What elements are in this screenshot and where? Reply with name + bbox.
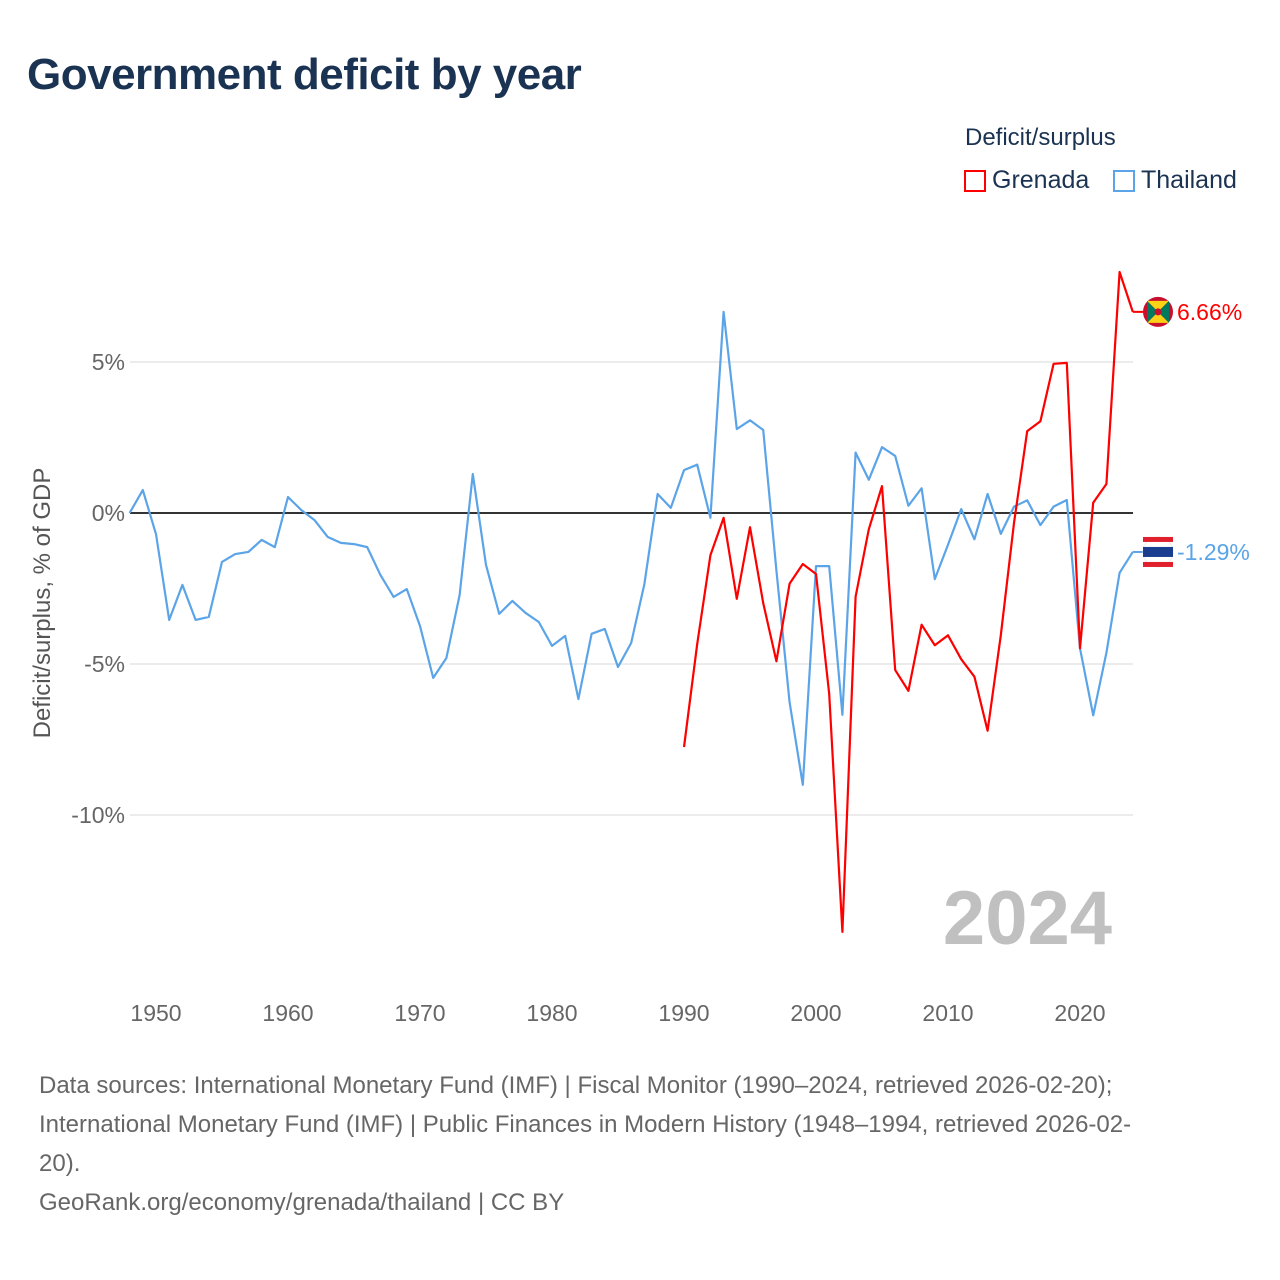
end-value-label: 6.66% — [1177, 299, 1242, 325]
x-tick-label: 2020 — [1054, 1000, 1105, 1026]
source-link[interactable]: GeoRank.org/economy/grenada/thailand | C… — [39, 1189, 565, 1216]
legend-swatch-grenada — [964, 169, 986, 192]
year-watermark: 2024 — [943, 876, 1112, 961]
x-tick-label: 2010 — [922, 1000, 973, 1026]
legend-item-grenada[interactable]: Grenada — [964, 166, 1089, 195]
flag-part — [1147, 311, 1169, 323]
x-tick-label: 1990 — [658, 1000, 709, 1026]
x-tick-label: 1960 — [262, 1000, 313, 1026]
source-notes: Data sources: International Monetary Fun… — [39, 1066, 1239, 1222]
legend-item-thailand[interactable]: Thailand — [1113, 166, 1237, 195]
legend-label: Grenada — [992, 166, 1090, 194]
page-title: Government deficit by year — [27, 50, 582, 99]
flag-part — [1143, 546, 1173, 557]
flag-part — [1154, 308, 1162, 316]
thailand-flag-icon — [1142, 536, 1174, 568]
series-line-thailand — [128, 310, 1134, 786]
y-axis-label: Deficit/surplus, % of GDP — [29, 468, 56, 739]
flag-part — [1147, 300, 1158, 323]
x-tick-label: 2000 — [790, 1000, 841, 1026]
flag-part — [1143, 561, 1173, 567]
x-tick-label: 1980 — [526, 1000, 577, 1026]
legend-title: Deficit/surplus — [965, 124, 1116, 151]
flag-part — [1147, 300, 1169, 312]
grenada-flag-icon — [1143, 296, 1173, 327]
y-tick-label: -10% — [71, 802, 125, 828]
y-tick-label: -5% — [84, 651, 125, 677]
y-tick-label: 0% — [92, 500, 125, 526]
line-chart: 5% 0% -5% -10% 1950 1960 1970 1980 1990 2000 2010 2… — [29, 270, 1250, 1026]
x-tick-label: 1950 — [130, 1000, 181, 1026]
y-tick-label: 5% — [92, 349, 125, 375]
x-tick-label: 1970 — [394, 1000, 445, 1026]
flag-part — [1143, 536, 1173, 542]
source-line: International Monetary Fund (IMF) | Publ… — [39, 1111, 1132, 1138]
legend-label: Thailand — [1141, 166, 1237, 194]
end-value-label: -1.29% — [1177, 539, 1250, 565]
legend-swatch-thailand — [1113, 169, 1135, 192]
series-line-grenada — [682, 270, 1134, 933]
source-line: 20). — [39, 1150, 81, 1177]
source-line: Data sources: International Monetary Fun… — [39, 1072, 1113, 1099]
flag-part — [1158, 300, 1169, 323]
